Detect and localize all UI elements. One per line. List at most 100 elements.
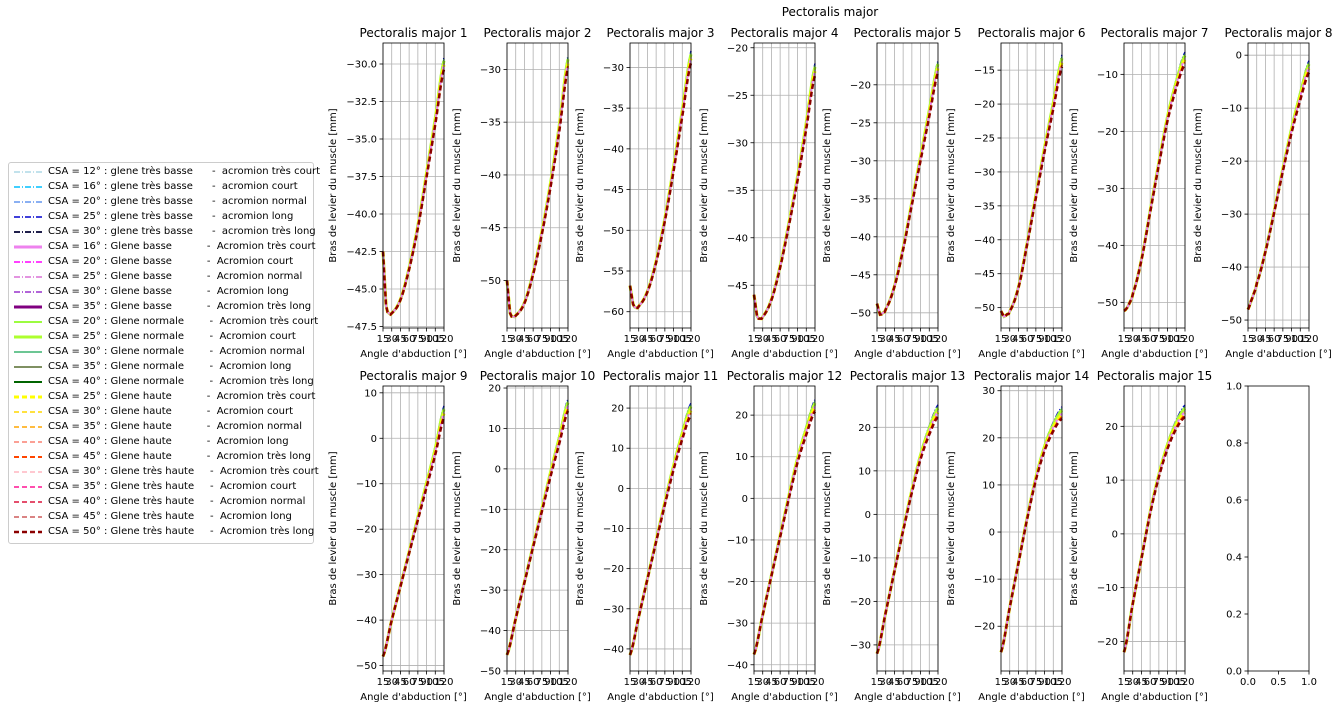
y-tick-label: −20	[356, 525, 377, 536]
y-tick-label: −40	[480, 626, 501, 637]
series-line	[875, 72, 940, 316]
figure-title: Pectoralis major	[781, 5, 879, 19]
y-tick-label: −40	[480, 170, 501, 181]
x-tick-label: 120	[1175, 677, 1194, 688]
x-tick-label: 45	[1135, 334, 1148, 345]
y-tick-label: −30	[727, 619, 748, 630]
y-axis-label: Bras de levier du muscle [mm]	[822, 108, 833, 262]
legend-label: CSA = 16° : Glene basse - Acromion très …	[48, 241, 316, 252]
x-tick-label: 45	[1259, 334, 1272, 345]
series-line	[876, 65, 939, 316]
x-tick-label: 30	[632, 677, 645, 688]
axes-frame	[1247, 385, 1310, 672]
series-line	[382, 57, 445, 316]
series-line	[753, 63, 816, 320]
y-axis-label: Bras de levier du muscle [mm]	[946, 108, 957, 262]
y-tick-label: −40	[603, 644, 624, 655]
y-tick-label: 10	[611, 444, 624, 455]
x-tick-label: 30	[1003, 334, 1016, 345]
x-axis-label: Angle d'abduction [°]	[978, 349, 1085, 360]
x-tick-label: 105	[1291, 334, 1310, 345]
x-tick-label: 75	[782, 334, 795, 345]
legend-entry: CSA = 35° : Glene normale - Acromion lon…	[9, 359, 315, 374]
legend-entry: CSA = 35° : Glene basse - Acromion très …	[9, 299, 315, 314]
series-line	[999, 57, 1064, 319]
y-tick-label: 10	[364, 388, 377, 399]
y-tick-label: −55	[603, 267, 624, 278]
x-tick-label: 15	[748, 677, 761, 688]
x-tick-label: 75	[658, 334, 671, 345]
x-tick-label: 105	[673, 334, 692, 345]
y-tick-label: −20	[727, 577, 748, 588]
legend-entry: CSA = 25° : Glene haute - Acromion très …	[9, 389, 315, 404]
y-tick-label: 0	[989, 528, 995, 539]
x-tick-label: 120	[805, 334, 824, 345]
x-axis-label: Angle d'abduction [°]	[484, 349, 591, 360]
y-tick-label: −20	[974, 622, 995, 633]
y-tick-label: −32.5	[346, 97, 377, 108]
series-line	[505, 410, 570, 656]
x-axis-label: Angle d'abduction [°]	[1225, 349, 1332, 360]
series-line	[876, 60, 939, 316]
x-tick-label: 30	[756, 334, 769, 345]
x-tick-label: 90	[1038, 677, 1051, 688]
x-tick-label: 75	[905, 677, 918, 688]
series-line	[505, 63, 570, 319]
y-axis-label: Bras de levier du muscle [mm]	[452, 108, 463, 262]
x-tick-label: 15	[1118, 334, 1131, 345]
series-line	[999, 66, 1064, 319]
y-axis-label: Bras de levier du muscle [mm]	[1069, 108, 1080, 262]
y-tick-label: −47.5	[346, 322, 377, 333]
y-tick-label: −35.0	[346, 135, 377, 146]
series-line	[629, 55, 692, 309]
series-line	[1122, 411, 1186, 653]
legend-swatch	[14, 171, 42, 173]
y-tick-label: 0.4	[1226, 553, 1242, 564]
y-tick-label: −30	[850, 156, 871, 167]
x-tick-label: 30	[632, 334, 645, 345]
x-tick-label: 105	[1044, 677, 1063, 688]
series-line	[382, 58, 445, 316]
y-tick-label: −10	[1097, 583, 1118, 594]
legend-label: CSA = 35° : Glene très haute - Acromion …	[48, 481, 297, 492]
y-tick-label: −10	[480, 505, 501, 516]
y-tick-label: −30	[356, 570, 377, 581]
series-line	[381, 60, 446, 317]
x-tick-label: 15	[501, 334, 514, 345]
x-axis-label: Angle d'abduction [°]	[607, 692, 714, 703]
y-tick-label: −30.0	[346, 60, 377, 71]
y-tick-label: −40	[603, 144, 624, 155]
subplot-title: Pectoralis major 1	[360, 26, 468, 40]
legend-swatch	[14, 486, 42, 488]
series-line	[1000, 416, 1063, 653]
y-tick-label: 0	[742, 494, 748, 505]
subplot-title: Pectoralis major 9	[360, 369, 468, 383]
x-tick-label: 15	[377, 677, 390, 688]
legend-entry: CSA = 45° : Glene très haute - Acromion …	[9, 509, 315, 524]
x-tick-label: 90	[1038, 334, 1051, 345]
x-axis-label: Angle d'abduction [°]	[607, 349, 714, 360]
y-tick-label: −40	[1221, 263, 1242, 274]
y-tick-label: −20	[480, 545, 501, 556]
y-tick-label: −30	[603, 604, 624, 615]
legend-entry: CSA = 40° : Glene très haute - Acromion …	[9, 494, 315, 509]
x-tick-label: 15	[871, 677, 884, 688]
x-tick-label: 75	[535, 334, 548, 345]
y-axis-label: Bras de levier du muscle [mm]	[946, 451, 957, 605]
y-tick-label: 10	[735, 452, 748, 463]
series-line	[1246, 72, 1311, 310]
legend-label: CSA = 25° : Glene haute - Acromion très …	[48, 391, 316, 402]
series-line	[1000, 407, 1063, 653]
y-tick-label: −20	[850, 80, 871, 91]
legend-entry: CSA = 25° : Glene basse - Acromion norma…	[9, 269, 315, 284]
series-line	[381, 417, 446, 657]
subplot-title: Pectoralis major 7	[1101, 26, 1209, 40]
legend-swatch	[14, 426, 42, 428]
axes-frame	[876, 385, 939, 672]
y-tick-label: −35	[974, 201, 995, 212]
x-tick-label: 105	[426, 677, 445, 688]
x-tick-label: 120	[681, 334, 700, 345]
